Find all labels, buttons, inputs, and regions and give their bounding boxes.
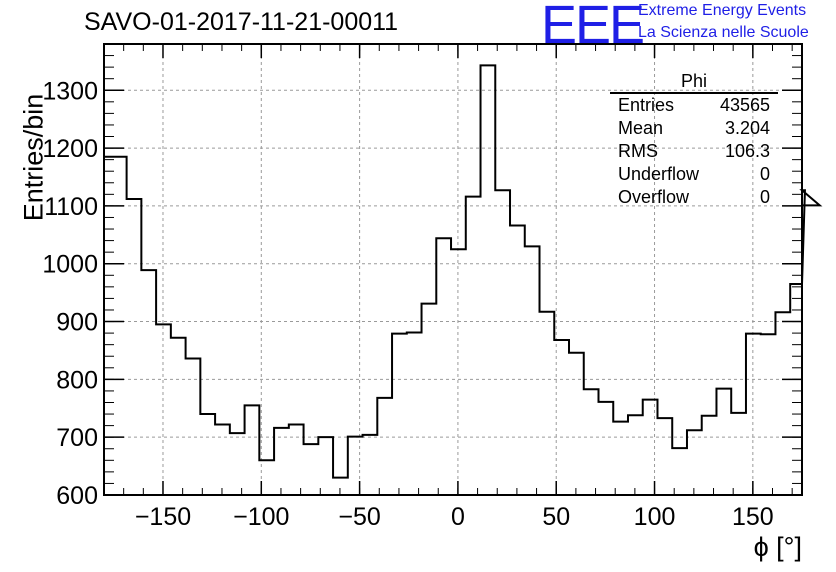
stats-value: 43565	[719, 95, 770, 115]
stats-label: Mean	[618, 118, 664, 138]
x-tick-label: −50	[338, 503, 380, 531]
histogram-series-line	[104, 64, 823, 479]
stats-row-underflow: Underflow 0	[610, 163, 778, 186]
stats-row-rms: RMS 106.3	[610, 140, 778, 163]
stats-value: 0	[759, 164, 770, 184]
chart-title: SAVO-01-2017-11-21-00011	[84, 8, 399, 36]
stats-value: 106.3	[724, 141, 770, 161]
stats-row-mean: Mean 3.204	[610, 117, 778, 140]
logo-line-2: La Scienza nelle Scuole	[638, 24, 809, 41]
stats-value: 3.204	[724, 118, 770, 138]
stats-value: 0	[759, 187, 770, 207]
tick-labels: −150 −100 −50 0 50 100 150 600 700 800 900 1000 1100…	[42, 77, 773, 531]
y-tick-label: 1000	[42, 251, 98, 279]
stats-row-overflow: Overflow 0	[610, 186, 778, 209]
x-tick-label: −150	[135, 503, 191, 531]
y-axis-label: Entries/bin	[18, 93, 49, 222]
stats-label: RMS	[618, 141, 658, 161]
x-tick-label: 100	[634, 503, 676, 531]
stats-row-entries: Entries 43565	[610, 94, 778, 117]
y-tick-label: 900	[56, 309, 98, 337]
stats-label: Overflow	[618, 187, 690, 207]
x-tick-label: 50	[542, 503, 570, 531]
grid-lines	[104, 44, 802, 496]
axis-ticks	[103, 43, 802, 496]
stats-label: Underflow	[618, 164, 700, 184]
x-tick-label: 150	[732, 503, 774, 531]
stats-box-title: Phi	[610, 70, 778, 94]
x-tick-label: −100	[233, 503, 289, 531]
y-tick-label: 800	[56, 366, 98, 394]
y-tick-label: 1300	[42, 77, 98, 105]
x-axis-label: ϕ [°]	[753, 532, 802, 562]
plot-frame	[103, 43, 803, 496]
y-tick-label: 1100	[44, 193, 98, 221]
y-tick-label: 600	[56, 482, 98, 510]
eee-logo-mark: EEE	[541, 0, 645, 55]
y-tick-label: 700	[56, 424, 98, 452]
y-tick-label: 1200	[42, 135, 98, 163]
logo-line-1: Extreme Energy Events	[638, 2, 807, 19]
stats-label: Entries	[618, 95, 675, 115]
x-tick-label: 0	[451, 503, 465, 531]
stats-box: Phi Entries 43565 Mean 3.204 RMS 106.3 U…	[610, 70, 778, 209]
